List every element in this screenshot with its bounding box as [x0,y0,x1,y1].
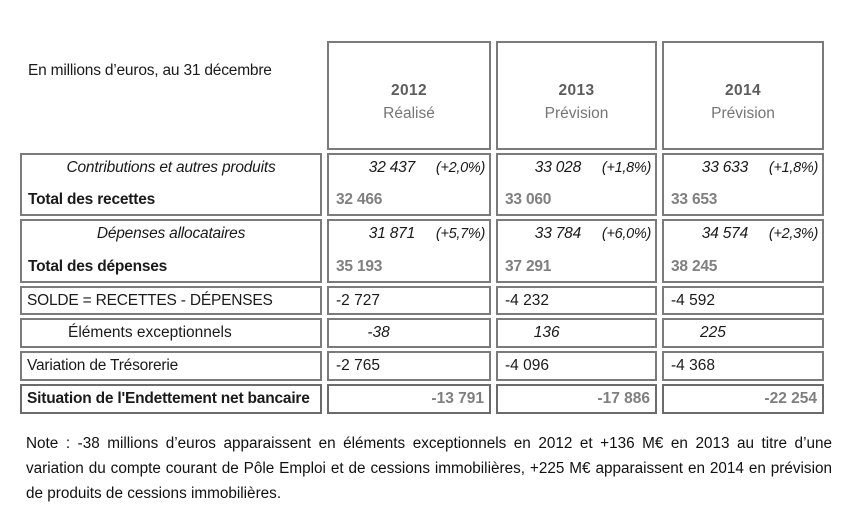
column-year: 2014 [724,82,762,99]
percent-text: (+6,0%) [601,226,651,242]
value-text: 34 574 [701,225,748,242]
cell-endettement-2012: -13 791 [327,384,491,414]
detail-line: 32 437 (+2,0%) [329,159,489,177]
column-year: 2012 [390,82,428,99]
cell-elements-2013: 136 [496,318,657,348]
unit-label-text: En millions d’euros, au 31 décembre [28,62,272,79]
value-text: 225 [700,324,726,341]
detail-line: 31 871 (+5,7%) [329,225,489,243]
total-text: 35 193 [336,258,383,275]
value-text: 32 437 [368,159,415,176]
value-text: -4 232 [505,291,549,309]
cell-recettes-2014: 33 633 (+1,8%) 33 653 [662,153,824,216]
total-text: 38 245 [671,258,718,275]
percent-text: (+1,8%) [601,160,651,176]
total-text: 33 653 [671,191,718,208]
row-sublabel: Contributions et autres produits [66,159,276,176]
value-text: -38 [367,324,390,341]
cell-recettes-2012: 32 437 (+2,0%) 32 466 [327,153,491,216]
footnote: Note : -38 millions d’euros apparaissent… [26,435,832,502]
percent-text: (+1,8%) [768,160,818,176]
value-text: -2 727 [336,291,380,309]
row-label-depenses: Dépenses allocataires Total des dépenses [20,219,322,283]
cell-elements-2014: 225 [662,318,824,348]
value-text: -4 096 [505,357,549,374]
cell-endettement-2013: -17 886 [496,384,657,414]
total-text: 32 466 [336,191,383,208]
value-text: -13 791 [431,390,484,407]
cell-variation-2013: -4 096 [496,351,657,381]
cell-depenses-2012: 31 871 (+5,7%) 35 193 [327,219,491,283]
percent-text: (+2,3%) [768,226,818,242]
row-label-elements: Éléments exceptionnels [20,318,322,348]
cell-solde-2014: -4 592 [662,286,824,315]
total-text: 33 060 [505,191,552,208]
cell-solde-2012: -2 727 [327,286,491,315]
column-header-2013: 2013 Prévision [496,41,657,150]
row-total-label: Total des recettes [28,191,156,208]
percent-text: (+2,0%) [435,160,485,176]
value-text: 31 871 [368,225,415,242]
cell-variation-2012: -2 765 [327,351,491,381]
financial-table: En millions d’euros, au 31 décembre 2012… [20,41,824,414]
column-header-2012: 2012 Réalisé [327,41,491,150]
cell-variation-2014: -4 368 [662,351,824,381]
detail-line: 34 574 (+2,3%) [664,225,822,243]
value-text: -4 592 [671,291,715,309]
value-text: 136 [533,324,560,341]
cell-solde-2013: -4 232 [496,286,657,315]
unit-label: En millions d’euros, au 31 décembre [20,41,322,150]
value-text: -22 254 [764,390,817,407]
cell-depenses-2014: 34 574 (+2,3%) 38 245 [662,219,824,283]
cell-elements-2012: -38 [327,318,491,348]
value-text: -17 886 [597,390,650,407]
total-text: 37 291 [505,258,552,275]
cell-depenses-2013: 33 784 (+6,0%) 37 291 [496,219,657,283]
column-year: 2013 [558,82,595,99]
row-total-label: Total des dépenses [28,258,168,275]
value-text: 33 028 [534,159,581,176]
value-text: -2 765 [336,357,380,374]
column-type: Prévision [544,105,609,122]
cell-recettes-2013: 33 028 (+1,8%) 33 060 [496,153,657,216]
row-sublabel: Dépenses allocataires [96,225,246,242]
detail-line: 33 028 (+1,8%) [498,159,655,177]
percent-text: (+5,7%) [435,226,485,242]
value-text: -4 368 [671,357,715,374]
column-type: Réalisé [383,105,435,122]
row-label-endettement: Situation de l'Endettement net bancaire [20,384,322,414]
value-text: 33 784 [534,225,581,242]
cell-endettement-2014: -22 254 [662,384,824,414]
column-header-2014: 2014 Prévision [662,41,824,150]
detail-line: 33 784 (+6,0%) [498,225,655,243]
column-type: Prévision [711,105,775,122]
detail-line: 33 633 (+1,8%) [664,159,822,177]
value-text: 33 633 [701,159,748,176]
row-label-variation: Variation de Trésorerie [20,351,322,381]
row-label-solde: SOLDE = RECETTES - DÉPENSES [20,286,322,315]
row-label-recettes: Contributions et autres produits Total d… [20,153,322,216]
